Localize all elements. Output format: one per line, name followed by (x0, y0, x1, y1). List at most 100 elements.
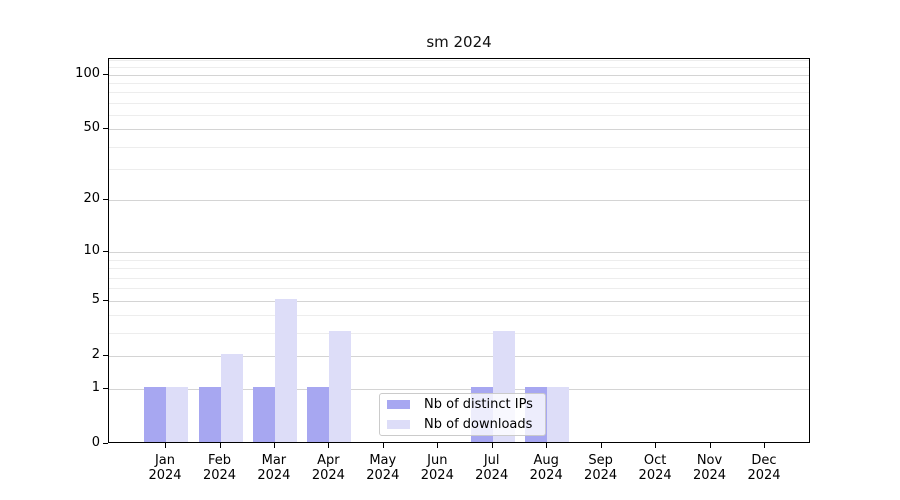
y-tick-label: 100 (75, 65, 100, 81)
x-tick-label-year: 2024 (257, 468, 291, 483)
y-tick-label: 20 (83, 191, 100, 207)
gridline-minor (109, 277, 809, 279)
x-tick-mark (600, 443, 602, 448)
gridline-major (109, 200, 809, 202)
gridline-minor (109, 60, 809, 62)
x-tick-label-month: Nov (696, 453, 723, 468)
x-tick-mark (437, 443, 439, 448)
legend-item: Nb of distinct IPs (380, 396, 545, 413)
x-tick-label-year: 2024 (692, 468, 727, 483)
y-tick-label: 50 (83, 120, 100, 136)
y-tick-mark (103, 443, 108, 444)
gridline-minor (109, 259, 809, 261)
legend: Nb of distinct IPs Nb of downloads (379, 393, 546, 436)
y-tick-mark (103, 299, 108, 301)
x-tick-label: Sep 2024 (565, 453, 637, 483)
x-tick-label-year: 2024 (638, 468, 672, 483)
x-tick-label: Jul 2024 (456, 453, 528, 483)
legend-item: Nb of downloads (380, 416, 545, 433)
legend-label: Nb of downloads (424, 416, 533, 432)
x-tick-label-year: 2024 (584, 468, 618, 483)
plot-area: Nb of distinct IPs Nb of downloads (108, 58, 810, 443)
gridline-major (109, 129, 809, 131)
bar-downloads (166, 386, 188, 442)
gridline-minor (109, 102, 809, 104)
bar-distinct-ips (307, 386, 330, 442)
x-tick-label-month: Jul (483, 453, 500, 468)
y-tick-label: 2 (91, 347, 100, 363)
bar-downloads (274, 298, 297, 442)
x-tick-mark (328, 443, 330, 448)
y-tick-mark (103, 199, 108, 201)
x-tick-label-month: Feb (207, 453, 232, 468)
x-tick-mark (491, 443, 493, 448)
gridline-minor (109, 82, 809, 84)
x-tick-label: Feb 2024 (184, 453, 256, 483)
x-tick-mark (546, 443, 548, 448)
bar-distinct-ips (198, 386, 221, 442)
x-tick-label-year: 2024 (148, 468, 182, 483)
legend-label: Nb of distinct IPs (424, 396, 533, 412)
gridline-minor (109, 67, 809, 68)
x-tick-label-month: Jun (427, 453, 448, 468)
x-tick-mark (382, 443, 384, 448)
gridline-minor (109, 288, 809, 290)
y-tick-mark (103, 387, 108, 389)
gridline-minor (109, 315, 809, 317)
y-tick-mark (103, 73, 108, 75)
bar-distinct-ips (144, 386, 166, 442)
bar-downloads (329, 331, 352, 442)
x-tick-label-month: Mar (261, 453, 287, 468)
x-tick-mark (655, 443, 657, 448)
x-tick-label-year: 2024 (529, 468, 563, 483)
gridline-minor (109, 268, 809, 270)
y-tick-label: 5 (91, 291, 100, 307)
gridline-major (109, 74, 809, 76)
gridline-minor (109, 333, 809, 334)
x-tick-mark (165, 443, 166, 448)
x-tick-label: May 2024 (347, 453, 419, 483)
x-tick-label: Nov 2024 (674, 453, 746, 483)
x-tick-label: Dec 2024 (728, 453, 800, 483)
x-tick-label-month: Oct (643, 453, 667, 468)
gridline-minor (109, 92, 809, 94)
gridline-major (109, 252, 809, 254)
gridline-major (109, 300, 809, 302)
bar-distinct-ips (252, 386, 275, 442)
x-tick-mark (764, 443, 765, 448)
x-tick-label-year: 2024 (366, 468, 400, 483)
x-tick-label: Apr 2024 (292, 453, 364, 483)
x-tick-label-month: Jan (154, 453, 176, 468)
y-tick-label: 10 (83, 243, 100, 259)
x-tick-label: Jun 2024 (401, 453, 473, 483)
x-tick-mark (219, 443, 221, 448)
y-tick-mark (103, 128, 108, 130)
legend-swatch (387, 400, 410, 409)
gridline-minor (109, 169, 809, 171)
x-tick-label-month: Apr (317, 453, 340, 468)
y-tick-mark (103, 251, 108, 253)
gridline-major (109, 388, 809, 390)
x-tick-label-year: 2024 (475, 468, 509, 483)
x-tick-label: Oct 2024 (619, 453, 691, 483)
x-tick-label-year: 2024 (311, 468, 345, 483)
x-tick-label: Mar 2024 (238, 453, 310, 483)
x-tick-mark (273, 443, 275, 448)
gridline-minor (109, 115, 809, 116)
bar-downloads (547, 386, 570, 442)
x-tick-label-month: May (369, 453, 397, 468)
y-tick-label: 1 (91, 379, 100, 395)
x-tick-label: Aug 2024 (510, 453, 582, 483)
y-tick-mark (103, 355, 108, 357)
x-tick-label-year: 2024 (202, 468, 237, 483)
x-tick-label: Jan 2024 (129, 453, 201, 483)
chart-title: sm 2024 (426, 33, 492, 51)
x-tick-label-month: Aug (533, 453, 559, 468)
x-tick-label-year: 2024 (747, 468, 781, 483)
bar-downloads (220, 354, 243, 442)
gridline-minor (109, 146, 809, 148)
x-tick-label-month: Sep (588, 453, 613, 468)
x-tick-mark (709, 443, 711, 448)
gridline-major (109, 356, 809, 358)
